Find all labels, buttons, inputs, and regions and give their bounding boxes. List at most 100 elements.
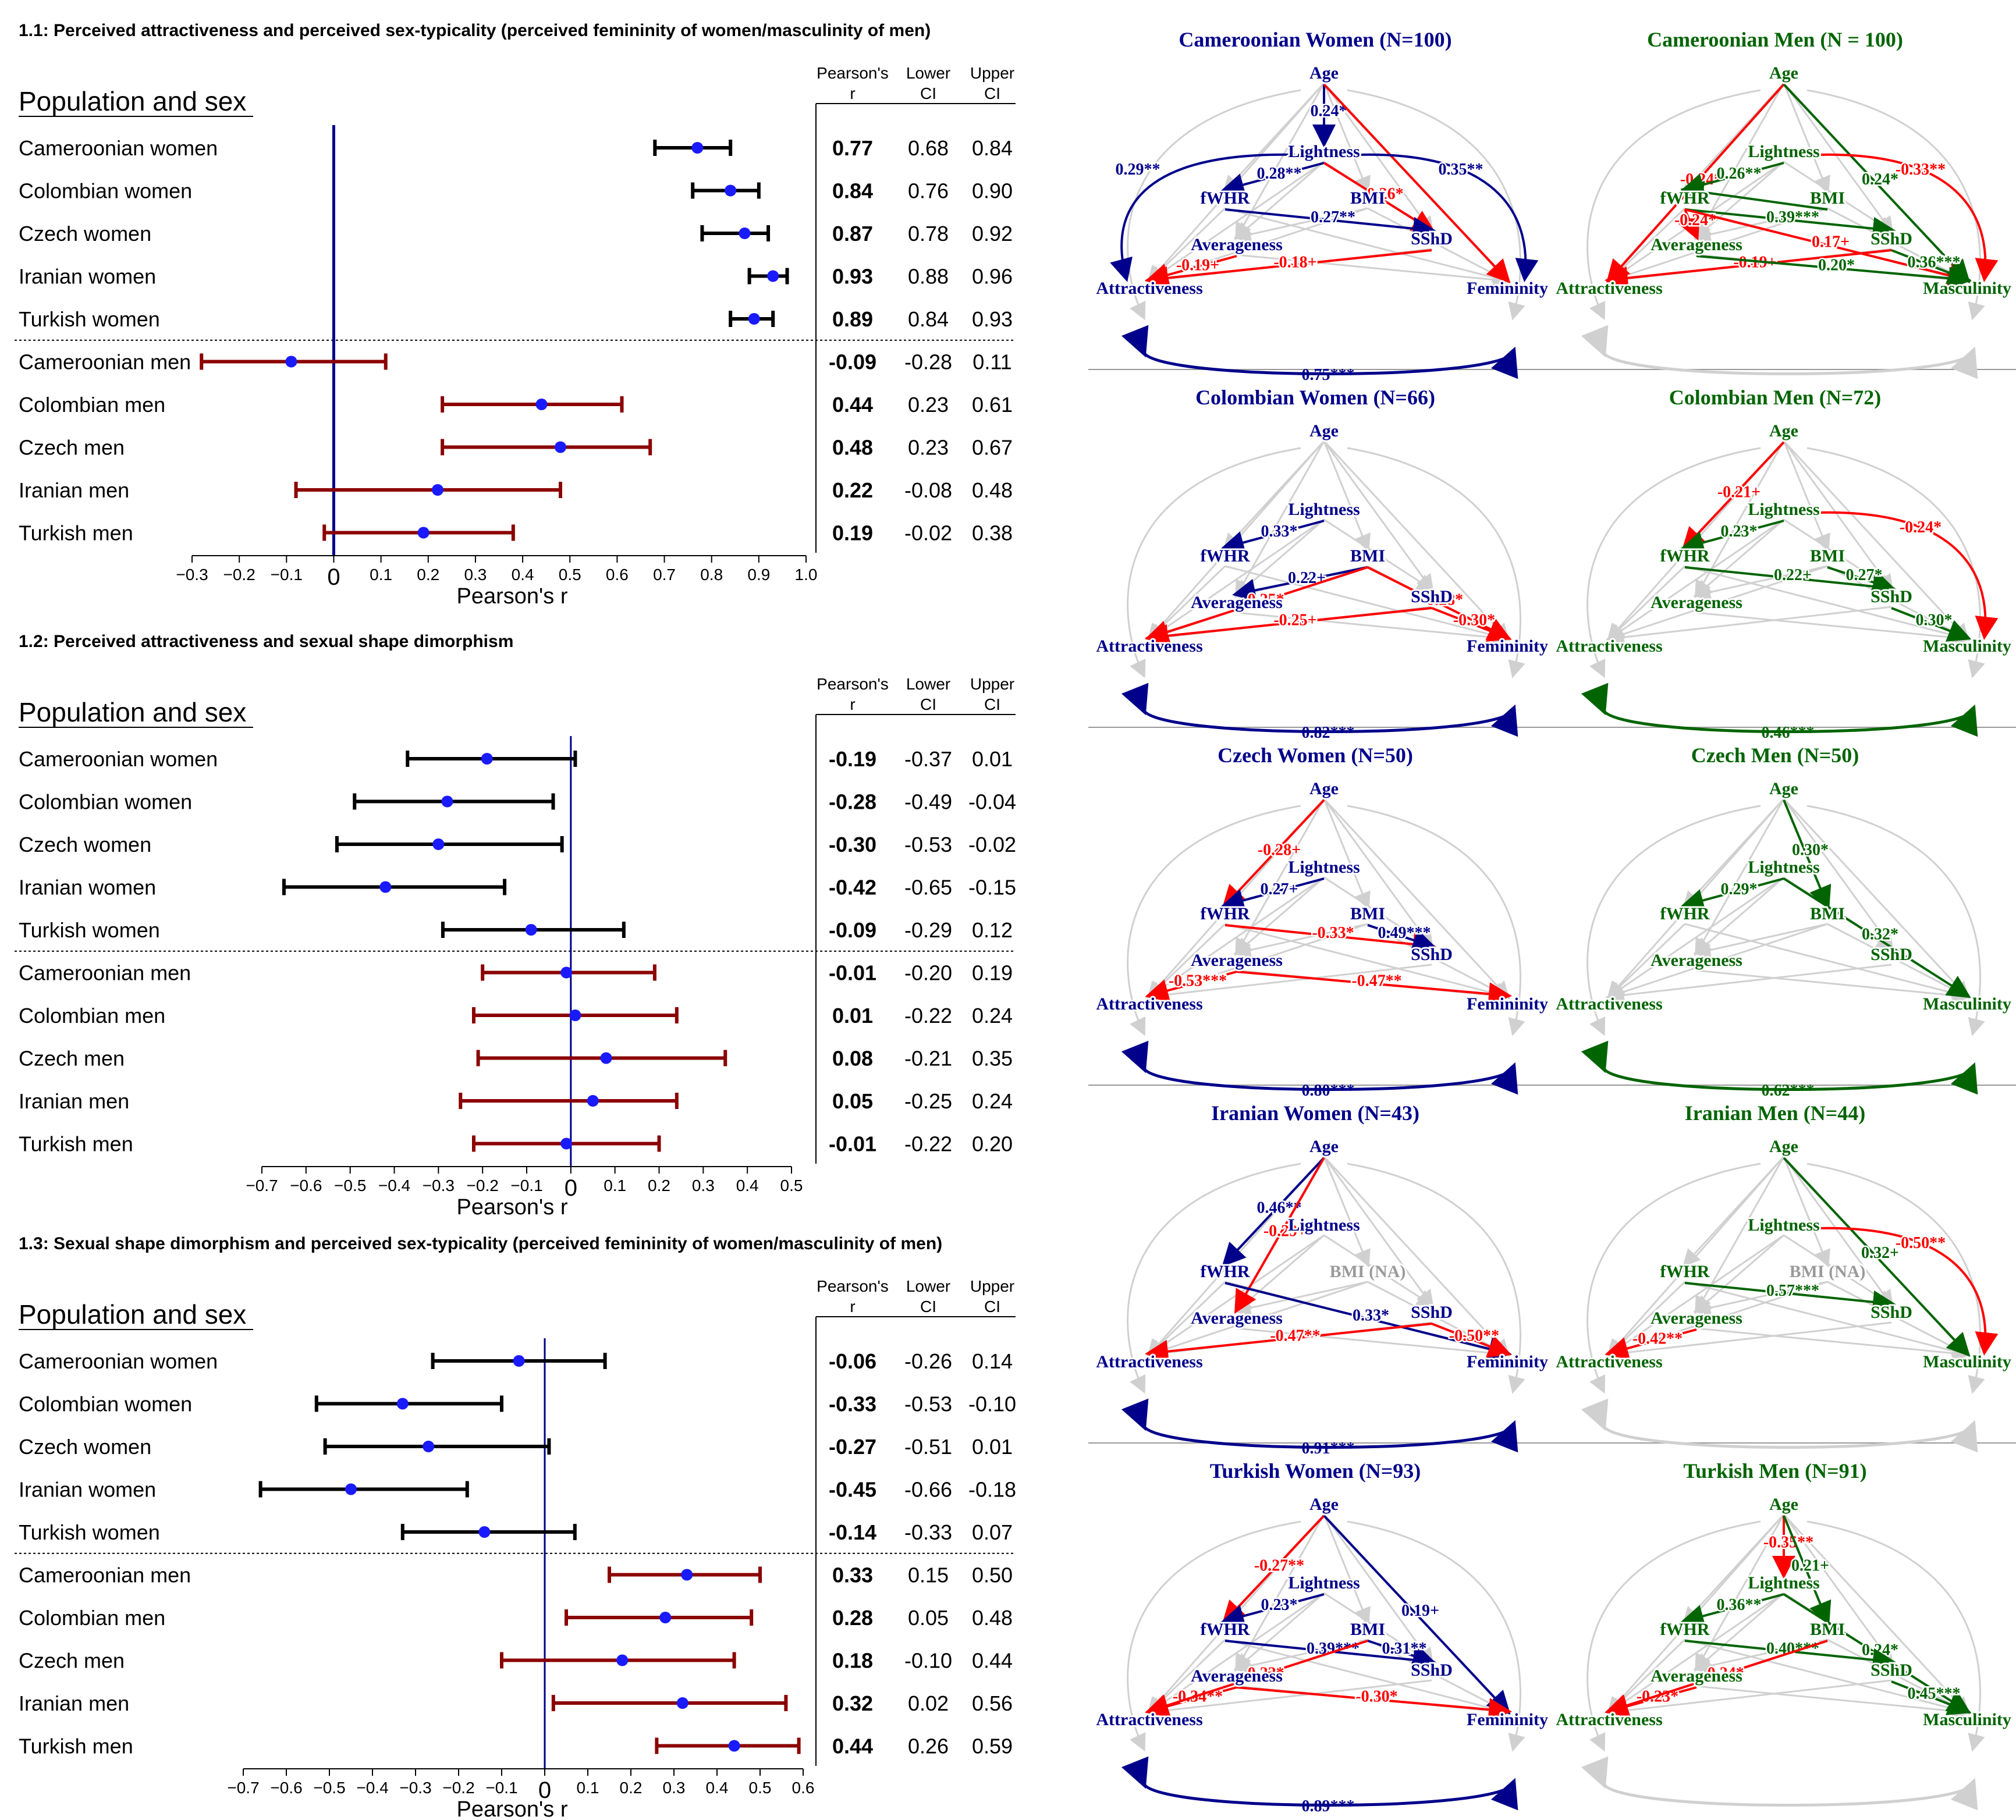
nonsignificant-path xyxy=(1234,1234,1325,1313)
population-heading: Population and sex xyxy=(19,1299,246,1330)
lower-ci-value: -0.20 xyxy=(904,961,952,985)
x-tick-label: −0.6 xyxy=(290,1176,322,1195)
significant-path xyxy=(1783,1157,1971,1357)
significant-path xyxy=(1783,83,1971,283)
nonsignificant-path xyxy=(1693,1638,1828,1675)
upper-ci-value: 0.01 xyxy=(972,747,1013,771)
nonsignificant-path xyxy=(1367,923,1511,998)
diagram-title: Cameroonian Men (N = 100) xyxy=(1647,28,1903,51)
node-bmi: BMI xyxy=(1350,904,1385,923)
node-sshd: SShD xyxy=(1871,945,1912,964)
path-coefficient: 0.35** xyxy=(1439,161,1483,179)
upper-ci-value: 0.93 xyxy=(972,307,1013,331)
nonsignificant-path xyxy=(1234,1592,1325,1671)
nonsignificant-path xyxy=(1323,1234,1435,1307)
pearson-r-value: -0.45 xyxy=(829,1478,876,1502)
path-diagram: Turkish Men (N=91) -0.35** 0.21+ 0.36** 0.24… xyxy=(1554,1459,2013,1811)
significant-path xyxy=(1680,1593,1784,1627)
x-tick-label: 0.4 xyxy=(512,566,534,584)
covariance-value: 0.75*** xyxy=(1302,366,1355,384)
pearson-r-value: 0.44 xyxy=(832,393,873,417)
upper-ci-value: 0.50 xyxy=(972,1563,1013,1587)
significant-path xyxy=(1696,255,1972,290)
nonsignificant-path xyxy=(1323,798,1510,1000)
forest-row: Turkish women -0.14 -0.33 0.07 xyxy=(19,1520,1013,1544)
diagram-title: Iranian Men (N=44) xyxy=(1685,1101,1866,1125)
node-bmi: BMI (NA) xyxy=(1330,1262,1406,1281)
nonsignificant-path xyxy=(1783,440,1894,592)
x-axis-label: Pearson's r xyxy=(456,1797,567,1820)
node-lightness: Lightness xyxy=(1748,1215,1819,1235)
significant-path xyxy=(1605,249,1892,290)
lower-ci-value: -0.33 xyxy=(904,1520,952,1544)
diagram-title: Cameroonian Women (N=100) xyxy=(1179,28,1451,51)
lower-ci-value: -0.66 xyxy=(904,1478,952,1502)
path-coefficient: -0.18+ xyxy=(1273,254,1316,272)
significant-path xyxy=(1222,799,1325,909)
pearson-r-value: -0.09 xyxy=(829,918,876,942)
row-label: Turkish men xyxy=(19,1734,133,1758)
node-lightness: Lightness xyxy=(1288,858,1360,877)
nonsignificant-path xyxy=(1236,612,1511,646)
nonsignificant-path xyxy=(1347,1163,1525,1394)
nonsignificant-path xyxy=(1696,612,1971,646)
node-age: Age xyxy=(1769,421,1798,440)
nonsignificant-path xyxy=(1783,1156,1894,1308)
nonsignificant-path xyxy=(1146,1679,1432,1720)
x-tick-label: −0.2 xyxy=(223,566,255,584)
pearson-r-value: -0.33 xyxy=(829,1392,876,1416)
node-bmi: BMI xyxy=(1350,546,1385,566)
path-coefficient: -0.24* xyxy=(1702,1665,1744,1683)
table-header: Upper xyxy=(970,675,1014,693)
significant-path xyxy=(1605,1328,1697,1360)
lower-ci-value: 0.88 xyxy=(908,265,949,289)
node-lightness: Lightness xyxy=(1748,1573,1819,1592)
node-attr: Attractiveness xyxy=(1556,1352,1662,1371)
row-label: Turkish men xyxy=(19,521,133,545)
x-tick-label: −0.4 xyxy=(356,1779,388,1797)
node-lightness: Lightness xyxy=(1288,1215,1360,1235)
upper-ci-value: 0.92 xyxy=(972,222,1013,246)
nonsignificant-path xyxy=(1323,518,1435,592)
node-age: Age xyxy=(1309,1137,1339,1156)
diagram-title: Colombian Women (N=66) xyxy=(1195,386,1435,409)
significant-path xyxy=(1818,511,1999,640)
significant-path xyxy=(1220,520,1325,554)
nonsignificant-path xyxy=(1146,964,1432,1004)
node-outcome: Masculinity xyxy=(1923,637,2011,656)
path-coefficient: 0.45*** xyxy=(1908,1685,1961,1703)
significant-path xyxy=(1684,208,1972,287)
node-age: Age xyxy=(1769,1137,1798,1156)
x-tick-label: 0.5 xyxy=(559,566,581,584)
nonsignificant-path xyxy=(1323,1156,1510,1357)
covariance-arc xyxy=(1121,1040,1518,1095)
significant-path xyxy=(1220,877,1325,912)
lower-ci-value: 0.84 xyxy=(908,307,949,331)
node-avg: Averageness xyxy=(1651,1666,1742,1686)
path-coefficient: 0.26** xyxy=(1717,165,1762,183)
node-outcome: Masculinity xyxy=(1923,279,2011,298)
nonsignificant-path xyxy=(1127,447,1301,678)
path-coefficient: 0.49*** xyxy=(1378,924,1431,942)
upper-ci-value: -0.10 xyxy=(968,1392,1016,1416)
row-label: Colombian women xyxy=(19,1392,192,1416)
nonsignificant-path xyxy=(1693,565,1828,601)
x-tick-label: −0.4 xyxy=(378,1176,410,1195)
path-diagram: Czech Women (N=50) -0.28+ 0.27+ -0.33* 0.49*… xyxy=(1094,744,1550,1100)
path-coefficient: 0.30* xyxy=(1916,612,1953,630)
nonsignificant-path xyxy=(1586,447,1761,678)
lower-ci-value: -0.53 xyxy=(904,833,952,856)
nonsignificant-path xyxy=(1347,89,1525,321)
nonsignificant-path xyxy=(1367,1281,1511,1356)
path-coefficient: -0.47** xyxy=(1351,972,1401,990)
significant-path xyxy=(1367,924,1436,952)
lower-ci-value: -0.22 xyxy=(904,1132,952,1156)
row-label: Colombian women xyxy=(19,790,192,814)
significant-path xyxy=(1323,1515,1511,1715)
lower-ci-value: 0.26 xyxy=(908,1734,949,1758)
path-diagram: Cameroonian Women (N=100) 0.24* 0.28** 0.29… xyxy=(1094,28,1550,384)
significant-path xyxy=(1827,566,1896,594)
pearson-r-value: -0.01 xyxy=(829,961,876,985)
significant-path xyxy=(1145,1640,1368,1717)
significant-path xyxy=(1684,1640,1896,1672)
